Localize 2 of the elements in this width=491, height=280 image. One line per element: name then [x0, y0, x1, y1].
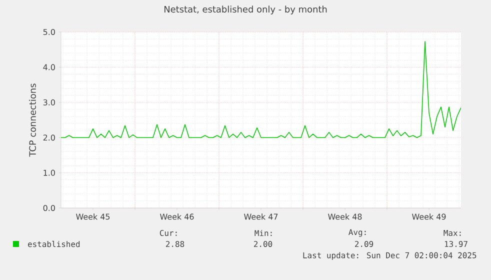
chart-title: Netstat, established only - by month: [164, 6, 327, 14]
y-axis-title: TCP connections: [29, 84, 36, 157]
